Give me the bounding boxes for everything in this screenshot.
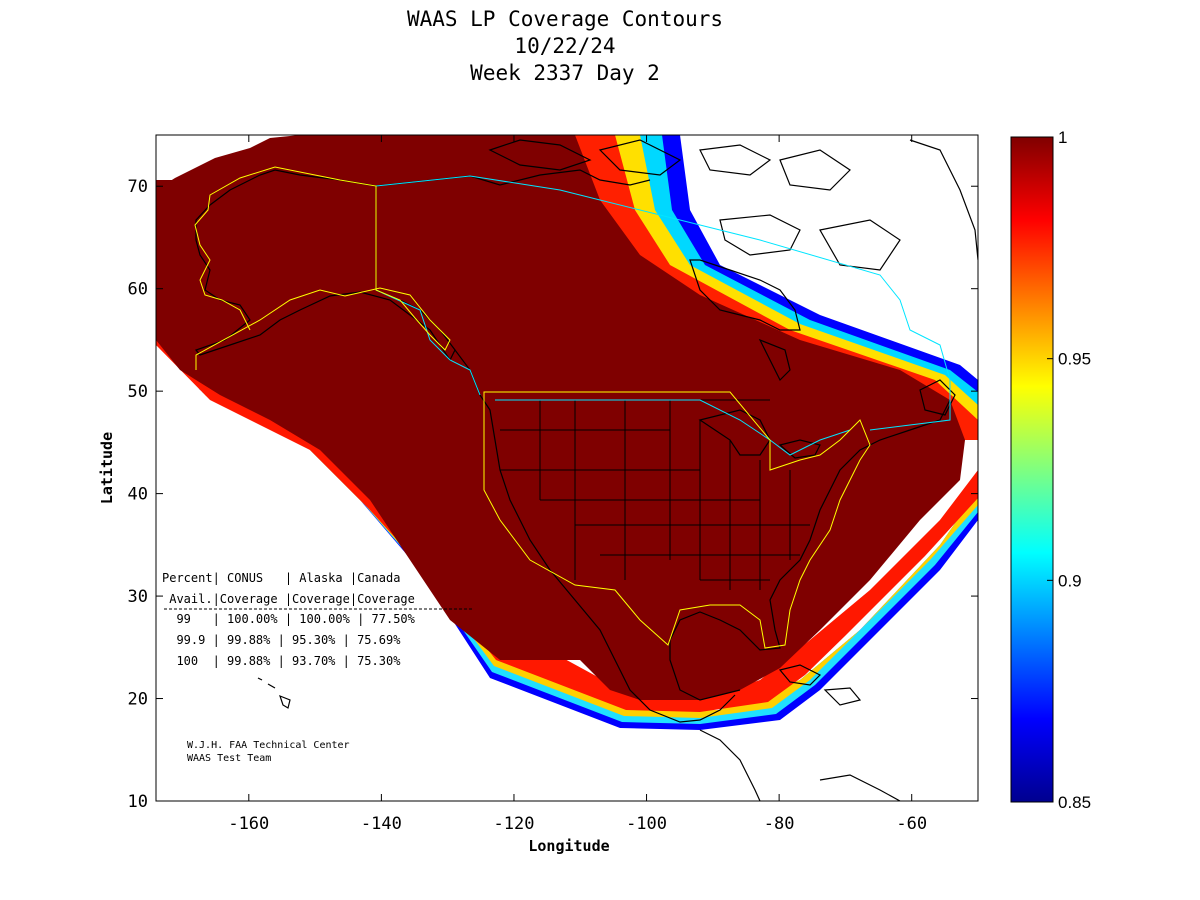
- coverage-table: Percent| CONUS | Alaska |Canada Avail.|C…: [162, 571, 474, 668]
- x-tick-label: -160: [228, 814, 269, 834]
- map-plot-area: [156, 135, 978, 801]
- coverage-full-region: [156, 135, 965, 700]
- title-line-3: Week 2337 Day 2: [470, 61, 660, 85]
- colorbar-tick-label: 1: [1058, 128, 1067, 147]
- x-tick-label: -100: [626, 814, 667, 834]
- x-tick-label: -60: [896, 814, 927, 834]
- coverage-table-header-2: Avail.|Coverage |Coverage|Coverage: [162, 592, 415, 606]
- coverage-table-row: 100 | 99.88% | 93.70% | 75.30%: [162, 654, 401, 668]
- y-tick-label: 50: [128, 382, 148, 402]
- title-line-2: 10/22/24: [514, 34, 616, 58]
- y-tick-label: 60: [128, 280, 148, 300]
- colorbar-tick-label: 0.95: [1058, 350, 1091, 369]
- coastlines: [194, 139, 978, 801]
- x-axis-label: Longitude: [528, 837, 609, 855]
- coverage-table-header-1: Percent| CONUS | Alaska |Canada: [162, 571, 400, 585]
- colorbar: 1 0.95 0.9 0.85: [1010, 128, 1091, 812]
- colorbar-tick-label: 0.85: [1058, 793, 1091, 812]
- y-axis-ticks: 10 20 30 40 50 60 70: [128, 177, 978, 812]
- chart-title: WAAS LP Coverage Contours 10/22/24 Week …: [0, 6, 1130, 87]
- x-tick-label: -140: [361, 814, 402, 834]
- credits: W.J.H. FAA Technical Center WAAS Test Te…: [187, 740, 350, 764]
- y-tick-label: 40: [128, 485, 148, 505]
- credits-line-1: W.J.H. FAA Technical Center: [187, 740, 350, 751]
- coverage-contours: [156, 135, 978, 730]
- plot-frame: [155, 134, 979, 802]
- colorbar-ticks: 1 0.95 0.9 0.85: [1047, 128, 1091, 812]
- colorbar-gradient: [1010, 136, 1054, 803]
- credits-line-2: WAAS Test Team: [187, 753, 271, 764]
- y-tick-label: 30: [128, 587, 148, 607]
- y-tick-label: 70: [128, 177, 148, 197]
- y-tick-label: 10: [128, 792, 148, 812]
- y-axis-label: Latitude: [98, 432, 116, 504]
- colorbar-tick-label: 0.9: [1058, 571, 1082, 590]
- x-tick-label: -120: [493, 814, 534, 834]
- coverage-table-row: 99.9 | 99.88% | 95.30% | 75.69%: [162, 633, 401, 647]
- y-tick-label: 20: [128, 690, 148, 710]
- coverage-edge-steps: [156, 135, 330, 190]
- x-tick-label: -80: [764, 814, 795, 834]
- title-line-1: WAAS LP Coverage Contours: [406, 7, 724, 31]
- x-axis-ticks: -160 -140 -120 -100 -80 -60: [228, 135, 927, 834]
- service-boundaries: [194, 166, 871, 649]
- coverage-table-row: 99 | 100.00% | 100.00% | 77.50%: [162, 612, 416, 626]
